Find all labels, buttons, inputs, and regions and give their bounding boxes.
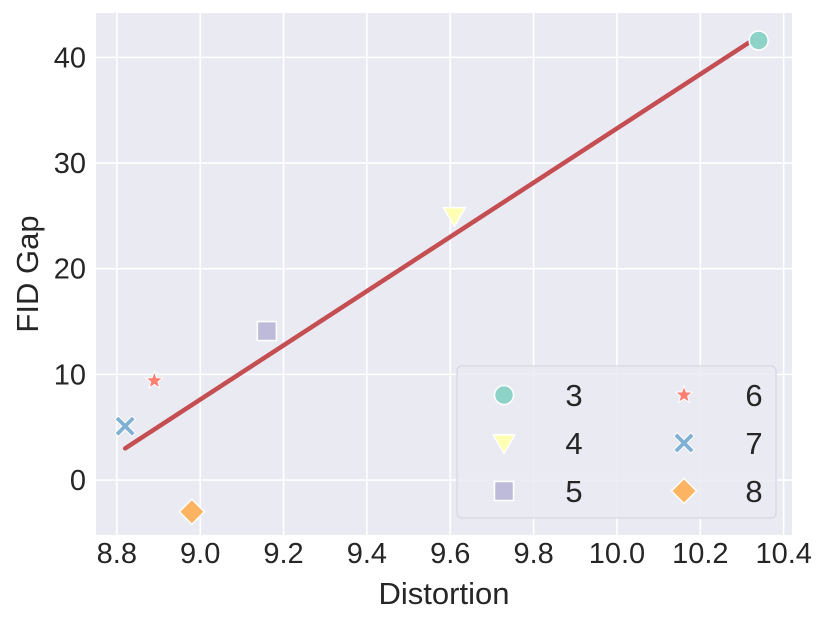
x-tick-label: 9.4: [347, 538, 387, 570]
x-tick-label: 9.0: [180, 538, 220, 570]
legend-label-7: 7: [745, 426, 762, 461]
y-tick-label: 0: [70, 465, 86, 497]
legend-marker-7: [673, 432, 695, 454]
y-tick-labels: 0 10 20 30 40: [54, 42, 86, 497]
x-tick-label: 9.8: [513, 538, 553, 570]
x-tick-label: 9.2: [263, 538, 303, 570]
legend-label-5: 5: [565, 474, 582, 509]
data-point-7: [114, 415, 137, 438]
x-tick-label: 10.2: [672, 538, 728, 570]
legend-marker-6: [674, 384, 694, 404]
y-tick-label: 20: [54, 254, 86, 286]
legend-marker-3: [493, 384, 515, 406]
legend-marker-4: [491, 434, 517, 455]
y-tick-label: 10: [54, 359, 86, 391]
trend-line-group: [122, 33, 761, 451]
x-tick-label: 10.4: [755, 538, 811, 570]
trend-line: [122, 33, 761, 451]
data-point-5: [256, 320, 278, 342]
data-point-8: [178, 498, 206, 526]
legend-label-4: 4: [565, 426, 582, 461]
legend-label-3: 3: [565, 378, 582, 413]
legend-marker-5: [493, 480, 515, 502]
x-tick-labels: 8.8 9.0 9.2 9.4 9.6 9.8 10.0 10.2 10.4: [97, 538, 812, 570]
y-tick-label: 40: [54, 42, 86, 74]
x-tick-label: 8.8: [97, 538, 137, 570]
data-point-4: [442, 206, 467, 228]
data-points: [114, 30, 769, 526]
x-tick-label: 10.0: [589, 538, 645, 570]
x-axis-label: Distortion: [379, 576, 510, 611]
x-tick-label: 9.6: [430, 538, 470, 570]
data-point-3: [748, 30, 769, 51]
legend-frame: [456, 365, 777, 519]
legend-label-8: 8: [745, 474, 762, 509]
legend-marker-8: [670, 477, 698, 505]
y-axis-label: FID Gap: [10, 215, 45, 332]
y-tick-label: 30: [54, 148, 86, 180]
data-point-6: [144, 370, 165, 390]
legend: 3 4 5 6 7 8: [456, 365, 777, 519]
legend-label-6: 6: [745, 378, 762, 413]
